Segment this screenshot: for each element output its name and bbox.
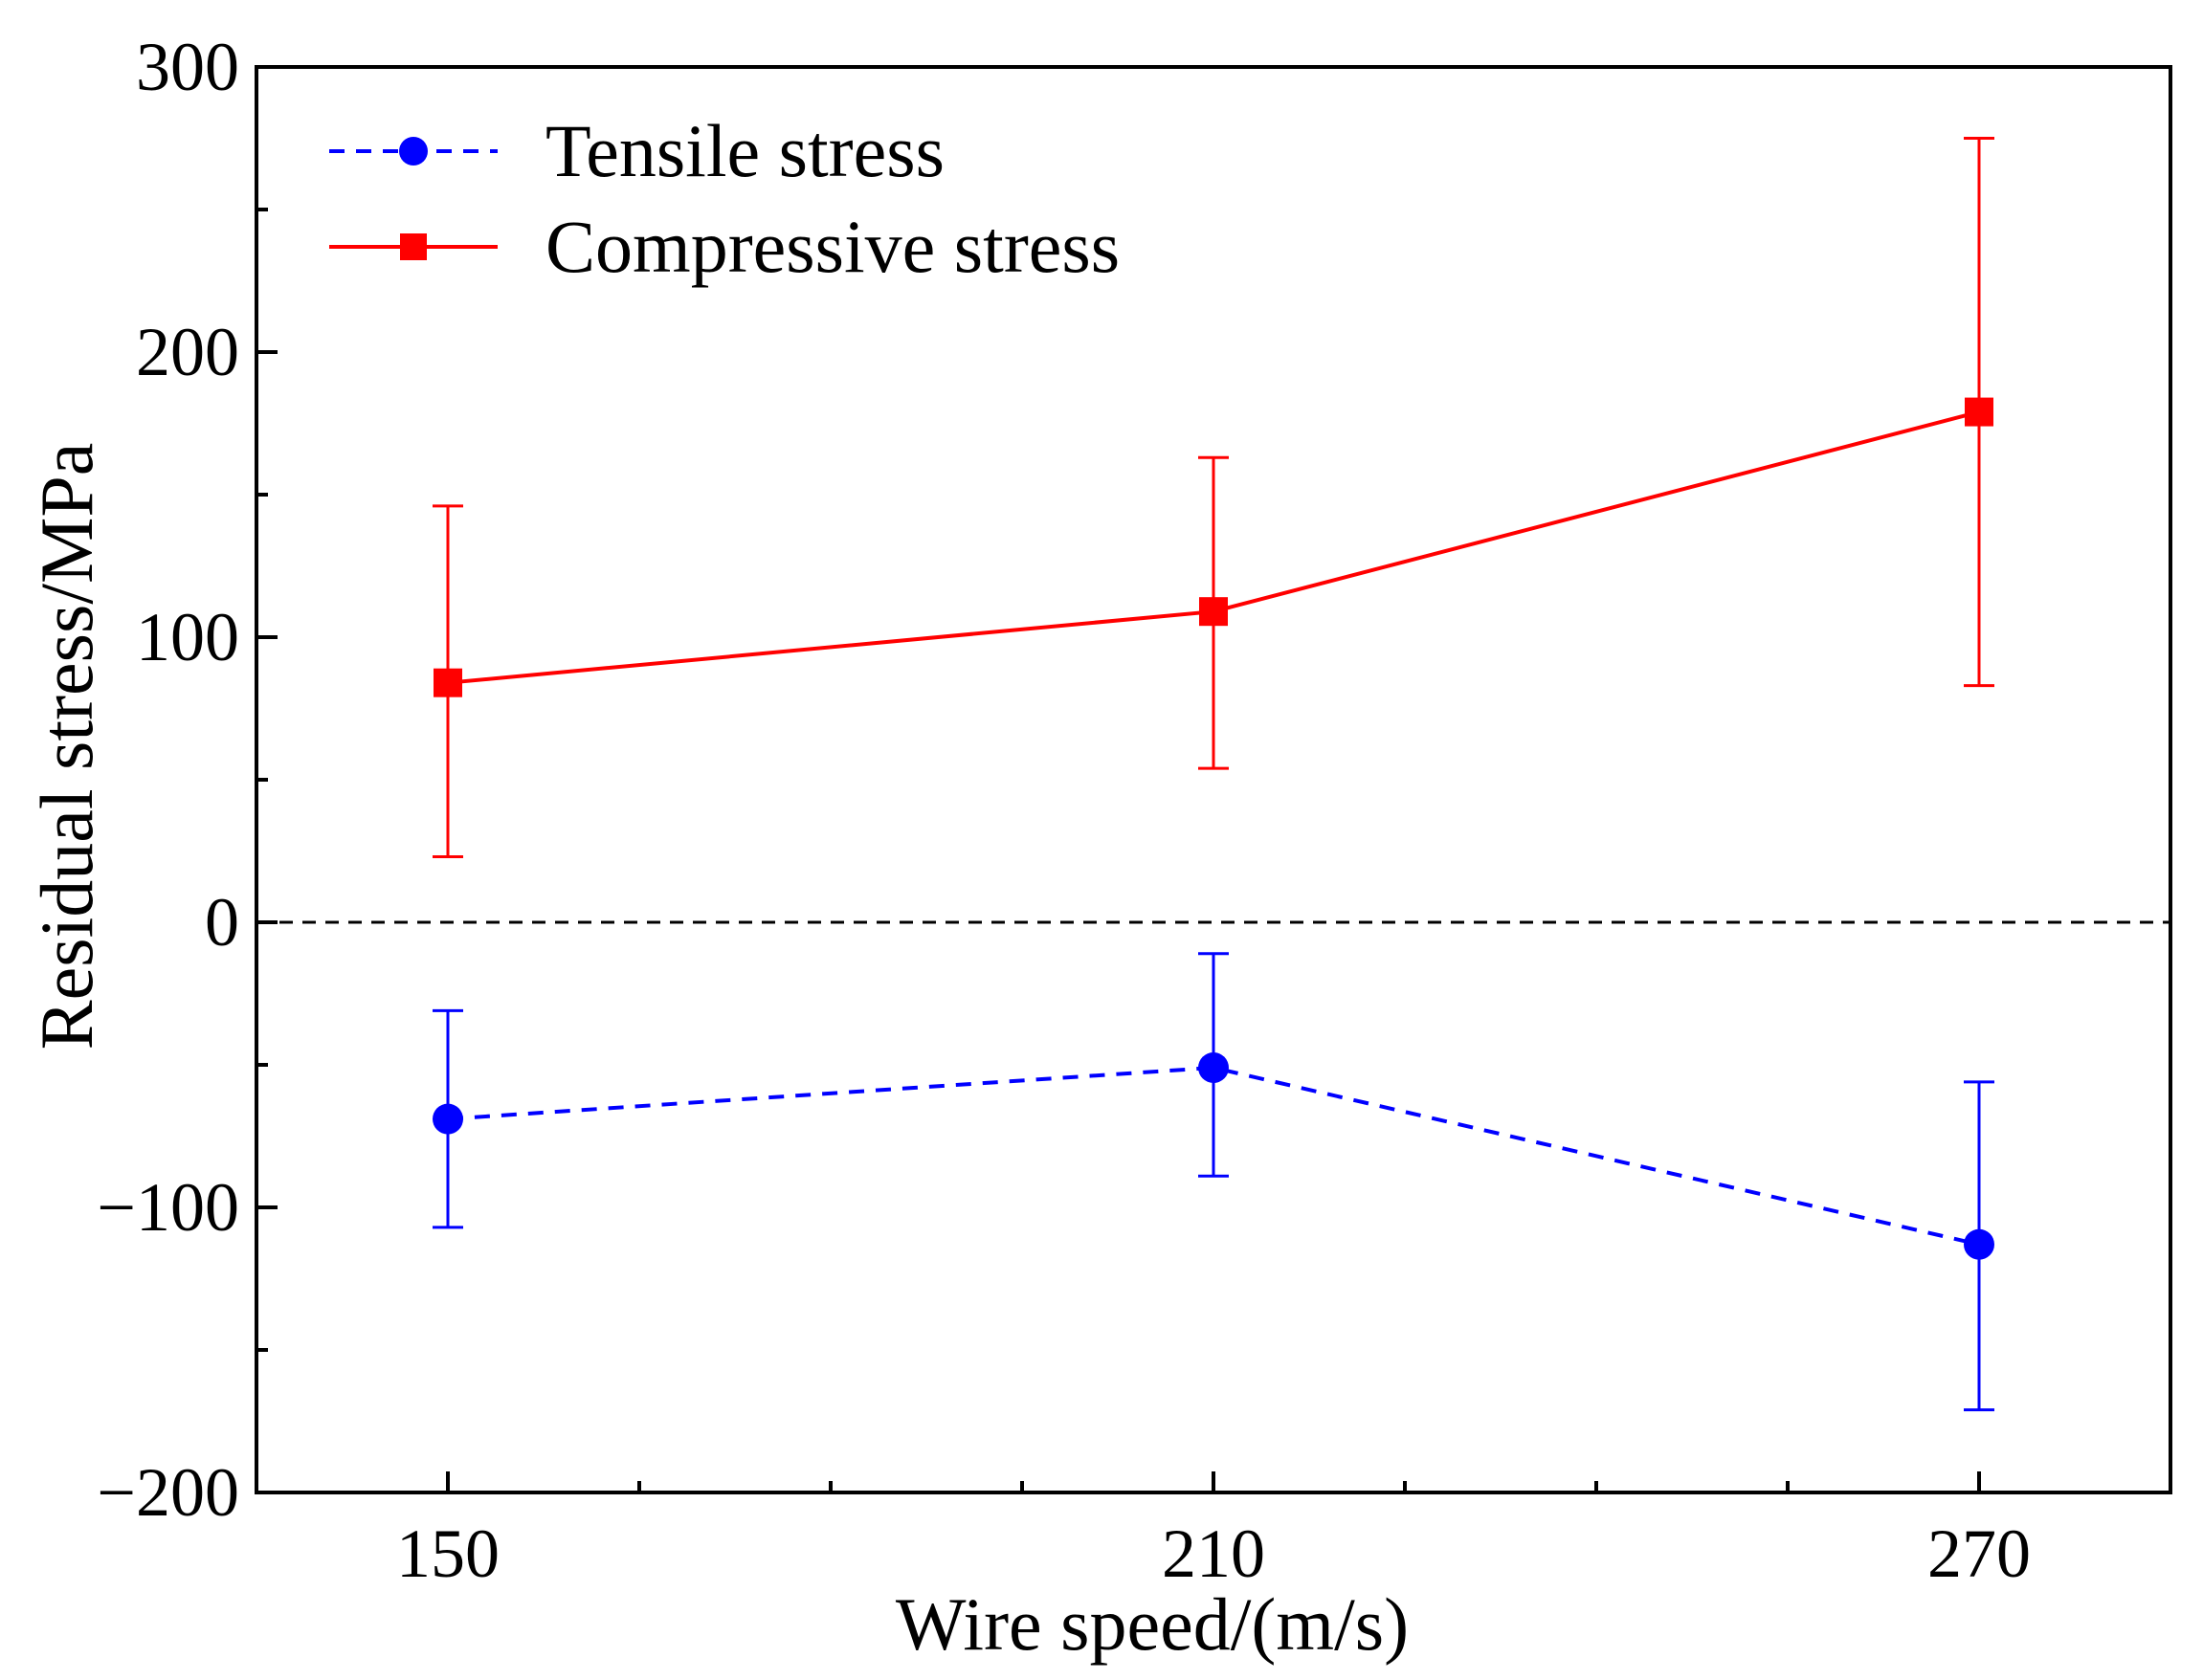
data-point-compressive bbox=[1199, 597, 1228, 627]
x-tick-label: 210 bbox=[1162, 1515, 1265, 1592]
axes: 300 200 100 0 −100 −200 150 210 270 bbox=[97, 29, 2031, 1592]
legend-item-tensile: Tensile stress bbox=[329, 109, 945, 192]
x-tick-label: 150 bbox=[396, 1515, 500, 1592]
series-line-tensile bbox=[447, 1065, 1980, 1247]
x-axis-title: Wire speed/(m/s) bbox=[896, 1582, 1409, 1666]
plot-frame bbox=[255, 65, 2172, 1494]
legend-label-compressive: Compressive stress bbox=[545, 205, 1120, 288]
legend-marker-tensile bbox=[399, 137, 428, 166]
legend-item-compressive: Compressive stress bbox=[329, 205, 1120, 288]
data-point-tensile bbox=[433, 1103, 463, 1135]
data-point-tensile bbox=[1198, 1051, 1229, 1083]
legend-label-tensile: Tensile stress bbox=[545, 109, 945, 192]
y-tick-label: 0 bbox=[205, 884, 239, 961]
legend-marker-compressive bbox=[400, 233, 427, 260]
y-axis-title: Residual stress/MPa bbox=[25, 443, 108, 1050]
y-tick-label: 200 bbox=[136, 314, 239, 390]
series-layer bbox=[433, 137, 1994, 1412]
y-tick-label: −200 bbox=[97, 1454, 239, 1531]
y-tick-label: 100 bbox=[136, 599, 239, 675]
legend: Tensile stress Compressive stress bbox=[329, 109, 1120, 288]
data-point-compressive bbox=[1965, 397, 1993, 427]
y-tick-label: −100 bbox=[97, 1169, 239, 1246]
y-tick-label: 300 bbox=[136, 29, 239, 105]
data-point-compressive bbox=[434, 668, 462, 697]
x-tick-label: 270 bbox=[1927, 1515, 2031, 1592]
data-point-tensile bbox=[1964, 1228, 1994, 1260]
